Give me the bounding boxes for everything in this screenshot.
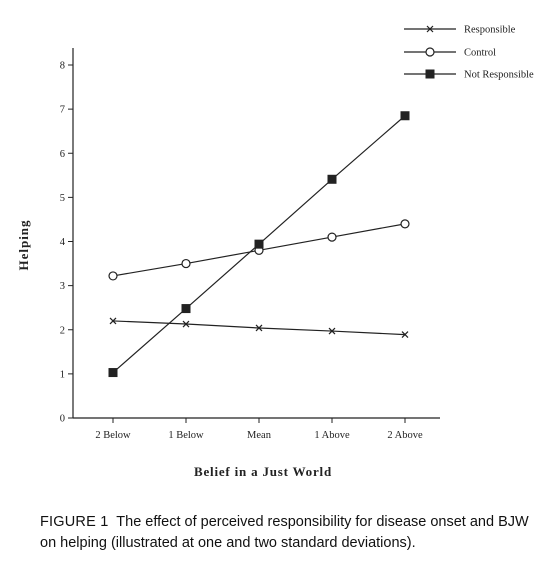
data-point-control	[181, 258, 191, 269]
legend-label: Control	[464, 48, 496, 59]
figure-label: FIGURE 1	[40, 514, 109, 530]
data-point-responsible	[255, 324, 263, 332]
y-tick-label: 5	[60, 193, 65, 204]
legend-label: Responsible	[464, 25, 516, 36]
data-point-not-responsible	[327, 174, 337, 184]
data-point-control	[400, 219, 410, 229]
legend-marker	[425, 69, 435, 79]
chart-ticks: 0 1 2 3 4 5 6 7 8 2 Below 1 Below Mean 1 Above 2 Abov…	[60, 61, 423, 442]
data-point-not-responsible	[254, 239, 264, 249]
y-tick-label: 0	[60, 414, 65, 425]
series-responsible	[109, 317, 409, 339]
legend-marker	[425, 47, 435, 57]
data-point-responsible	[328, 327, 336, 335]
data-point-responsible	[109, 317, 117, 325]
data-point-responsible	[182, 320, 190, 328]
chart-axes	[72, 48, 440, 419]
data-point-not-responsible	[108, 368, 118, 378]
y-tick-label: 6	[60, 149, 65, 160]
y-tick-label: 2	[60, 325, 65, 336]
x-tick-label: 1 Above	[314, 430, 350, 441]
data-point-responsible	[401, 331, 409, 339]
x-tick-label: 2 Below	[95, 430, 131, 441]
legend-label: Not Responsible	[464, 70, 534, 81]
x-axis-label: Belief in a Just World	[194, 464, 332, 479]
y-axis-label: Helping	[16, 219, 31, 270]
x-tick-label: 1 Below	[168, 430, 204, 441]
data-point-control	[327, 232, 337, 242]
legend-entry-control: Control	[404, 47, 496, 59]
chart-legend: Responsible Control Not Responsible	[404, 25, 534, 81]
data-point-not-responsible	[400, 111, 410, 121]
legend-entry-responsible: Responsible	[404, 25, 516, 36]
y-tick-label: 1	[60, 369, 65, 380]
chart-series	[108, 111, 410, 378]
y-tick-label: 3	[60, 281, 65, 292]
legend-marker	[426, 25, 434, 33]
caption-text: The effect of perceived responsibility f…	[40, 514, 529, 551]
data-point-control	[108, 271, 118, 281]
x-tick-label: Mean	[247, 430, 272, 441]
figure-caption: FIGURE 1 The effect of perceived respons…	[40, 512, 540, 554]
x-tick-label: 2 Above	[387, 430, 423, 441]
y-tick-label: 4	[60, 237, 66, 248]
y-tick-label: 8	[60, 61, 65, 72]
series-not-responsible	[108, 111, 410, 378]
legend-entry-not-responsible: Not Responsible	[404, 69, 534, 81]
data-point-not-responsible	[181, 304, 191, 314]
series-control	[108, 219, 410, 281]
line-chart: 0 1 2 3 4 5 6 7 8 2 Below 1 Below Mean 1 Above 2 Abov…	[16, 25, 534, 480]
y-tick-label: 7	[60, 105, 65, 116]
